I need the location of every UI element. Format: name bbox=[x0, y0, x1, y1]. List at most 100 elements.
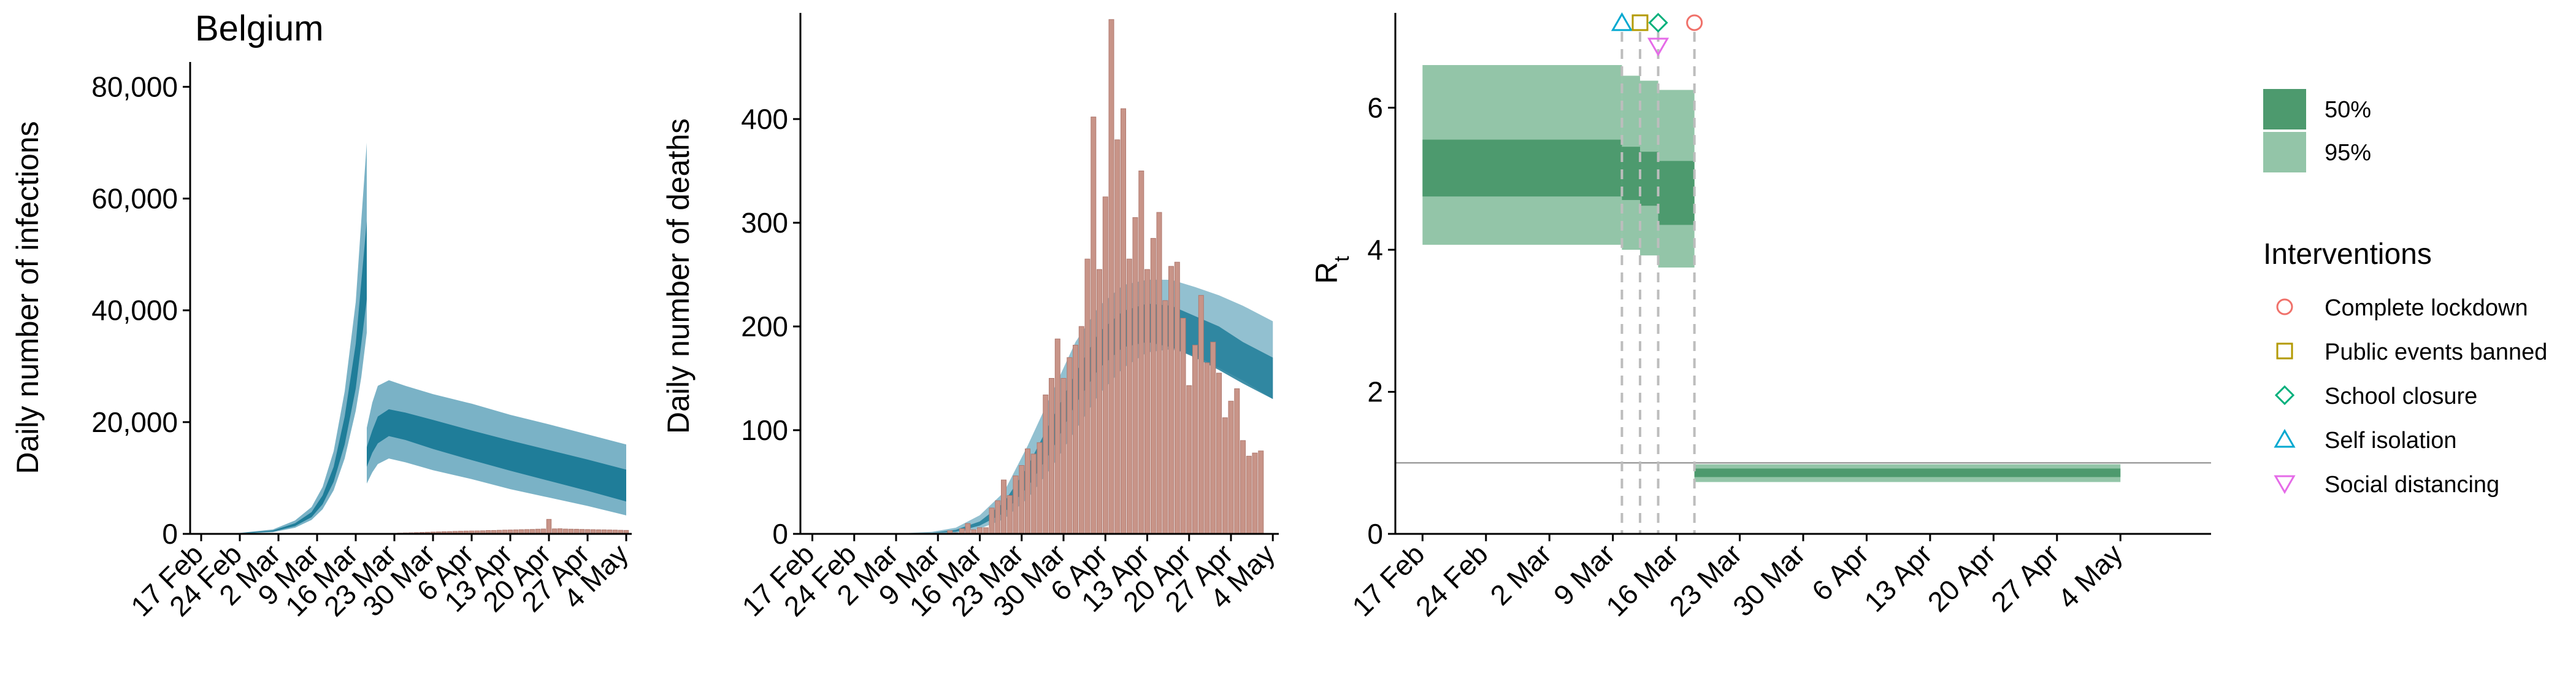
bar bbox=[965, 523, 971, 534]
bar bbox=[1258, 450, 1264, 534]
bar bbox=[1156, 212, 1162, 534]
x-tick-label: 13 Apr bbox=[1858, 538, 1938, 618]
rt-band-50 bbox=[1422, 139, 1622, 197]
bar bbox=[1234, 388, 1240, 534]
legend-intervention-label: School closure bbox=[2325, 384, 2477, 409]
x-tick-label: 20 Apr bbox=[1922, 538, 2002, 618]
bar bbox=[1091, 117, 1097, 534]
bar bbox=[1102, 196, 1108, 534]
bar bbox=[1180, 318, 1186, 534]
bar bbox=[1138, 171, 1144, 534]
y-tick-label: 0 bbox=[162, 518, 178, 550]
legend-title: Interventions bbox=[2263, 238, 2432, 271]
y-tick-label: 0 bbox=[772, 518, 788, 550]
y-tick-label: 400 bbox=[741, 103, 788, 135]
y-tick-label: 2 bbox=[1367, 376, 1383, 407]
legend: Interventions 50% 95% Complete lockdown Pub… bbox=[2263, 89, 2547, 498]
plot-area bbox=[800, 19, 1273, 534]
legend-marker bbox=[2274, 428, 2296, 448]
rt-band-50 bbox=[1694, 468, 2121, 477]
bar bbox=[1162, 300, 1168, 534]
bar bbox=[1186, 385, 1192, 534]
bar bbox=[1216, 372, 1222, 534]
bar bbox=[995, 500, 1001, 534]
y-tick-label: 6 bbox=[1367, 91, 1383, 123]
y-tick-label: 300 bbox=[741, 207, 788, 239]
y-axis-title: Daily number of deaths bbox=[661, 118, 696, 434]
y-axis: 0 20,000 40,000 60,000 80,000 bbox=[91, 62, 191, 550]
y-axis-title-main: R bbox=[1309, 262, 1344, 284]
bar bbox=[1097, 269, 1102, 534]
bar bbox=[1067, 357, 1073, 534]
bar bbox=[1084, 258, 1091, 534]
bar bbox=[1030, 453, 1037, 534]
bar bbox=[1013, 475, 1019, 534]
legend-band-swatch bbox=[2263, 132, 2306, 172]
bar bbox=[1073, 344, 1078, 534]
bar bbox=[1174, 261, 1180, 534]
bar bbox=[1246, 455, 1252, 534]
x-tick-label: 17 Feb bbox=[1346, 538, 1430, 622]
legend-marker bbox=[2274, 385, 2295, 406]
bar bbox=[977, 527, 983, 534]
bar bbox=[1006, 495, 1013, 534]
x-tick-label: 23 Mar bbox=[1663, 538, 1748, 622]
y-tick-label: 80,000 bbox=[91, 71, 178, 102]
legend-intervention-label: Complete lockdown bbox=[2325, 295, 2528, 321]
panel-title: Belgium bbox=[195, 9, 324, 48]
x-tick-label: 30 Mar bbox=[1727, 538, 1811, 622]
bar bbox=[1043, 395, 1049, 534]
observed-bars bbox=[342, 519, 629, 534]
y-tick-label: 20,000 bbox=[91, 406, 178, 438]
rt-band-50 bbox=[1622, 147, 1640, 200]
y-axis: 0 2 4 6 bbox=[1367, 13, 1397, 550]
x-tick-label: 4 May bbox=[2052, 538, 2128, 614]
bar bbox=[1222, 417, 1228, 534]
bar bbox=[989, 507, 995, 534]
y-tick-label: 0 bbox=[1367, 518, 1383, 550]
bar bbox=[1060, 378, 1067, 534]
y-tick-label: 40,000 bbox=[91, 295, 178, 326]
legend-intervention-label: Social distancing bbox=[2325, 472, 2499, 498]
intervention-marker bbox=[1648, 12, 1668, 33]
bar bbox=[1168, 266, 1174, 534]
intervention-marker bbox=[1686, 14, 1703, 31]
bar bbox=[983, 527, 989, 534]
bar bbox=[1132, 217, 1138, 534]
plot-area bbox=[190, 142, 629, 534]
bar bbox=[1001, 479, 1006, 534]
bar bbox=[1114, 139, 1121, 534]
y-tick-label: 60,000 bbox=[91, 183, 178, 215]
y-tick-label: 4 bbox=[1367, 234, 1383, 266]
x-tick-label: 2 Mar bbox=[1484, 538, 1557, 611]
legend-marker bbox=[2276, 342, 2293, 360]
x-tick-label: 27 Apr bbox=[1985, 538, 2065, 618]
y-axis-title: Daily number of infections bbox=[10, 121, 45, 474]
y-tick-label: 100 bbox=[741, 414, 788, 446]
y-tick-label: 200 bbox=[741, 311, 788, 342]
bar bbox=[1210, 341, 1216, 534]
deaths-panel: Daily number of deaths 0 100 200 300 400 17 F… bbox=[661, 13, 1281, 622]
legend-marker bbox=[2274, 475, 2296, 495]
bar bbox=[1240, 440, 1246, 534]
bar bbox=[1019, 465, 1025, 534]
bar bbox=[1037, 442, 1043, 534]
rt-band-50 bbox=[1640, 152, 1658, 206]
y-axis-title-subscript: t bbox=[1330, 256, 1354, 262]
legend-marker bbox=[2276, 298, 2293, 315]
bar bbox=[1192, 344, 1198, 534]
intervention-marker bbox=[1647, 37, 1669, 57]
legend-band-swatch bbox=[2263, 89, 2306, 129]
intervention-marker bbox=[1631, 14, 1649, 31]
bar bbox=[1252, 452, 1258, 534]
x-tick-label: 24 Feb bbox=[1409, 538, 1494, 622]
legend-intervention-label: Public events banned bbox=[2325, 339, 2547, 365]
bar bbox=[1054, 338, 1060, 534]
bar bbox=[1121, 108, 1126, 534]
infections-panel: Belgium Daily number of infections 0 20,0… bbox=[10, 9, 634, 622]
bar bbox=[1025, 448, 1030, 534]
